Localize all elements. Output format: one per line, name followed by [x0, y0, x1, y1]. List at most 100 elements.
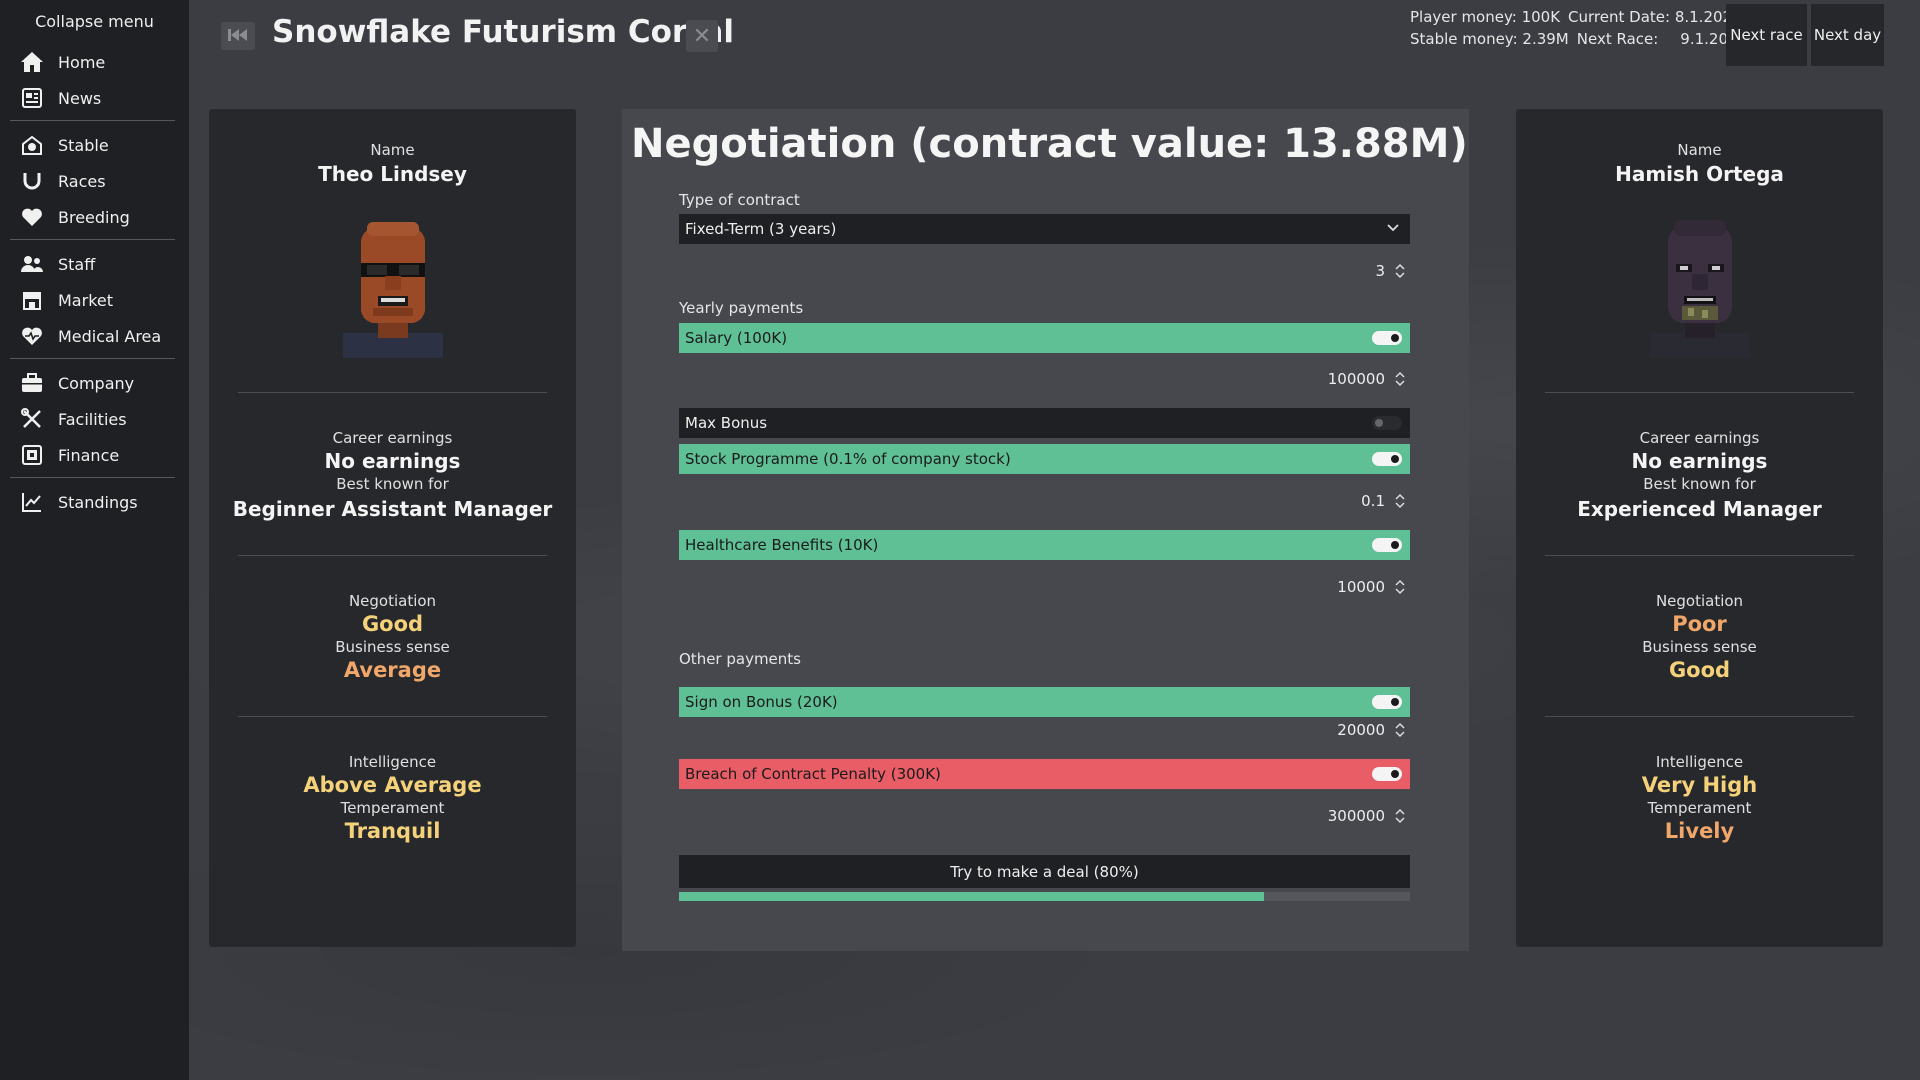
chevron-down-icon — [1386, 220, 1400, 238]
menu-group-main: Home News — [10, 44, 175, 121]
yearly-payments-label: Yearly payments — [679, 299, 804, 317]
name-label: Name — [1677, 141, 1722, 159]
business-sense-label: Business sense — [1642, 638, 1757, 656]
breach-penalty-row: Breach of Contract Penalty (300K) — [679, 759, 1410, 789]
breach-penalty-stepper[interactable]: 300000 — [1328, 807, 1405, 825]
years-value: 3 — [1375, 262, 1385, 280]
next-race-label: Next Race: — [1576, 30, 1659, 48]
next-race-button[interactable]: Next race — [1726, 4, 1807, 66]
sidebar-item-company[interactable]: Company — [10, 365, 175, 401]
tools-icon — [20, 407, 44, 431]
portrait-avatar — [1630, 208, 1770, 358]
sidebar-item-races[interactable]: Races — [10, 163, 175, 199]
business-sense-value: Average — [343, 658, 442, 682]
temperament-value: Tranquil — [344, 819, 441, 843]
next-day-button[interactable]: Next day — [1811, 4, 1884, 66]
contract-type-select[interactable]: Fixed-Term (3 years) — [679, 214, 1410, 244]
best-known-value: Experienced Manager — [1577, 497, 1822, 521]
sidebar-item-breeding[interactable]: Breeding — [10, 199, 175, 235]
career-earnings-value: No earnings — [1631, 449, 1768, 473]
divider — [1545, 392, 1854, 393]
divider — [1545, 716, 1854, 717]
best-known-value: Beginner Assistant Manager — [232, 497, 553, 521]
make-deal-button[interactable]: Try to make a deal (80%) — [679, 855, 1410, 888]
stock-toggle[interactable] — [1372, 452, 1402, 466]
breach-penalty-toggle[interactable] — [1372, 767, 1402, 781]
sidebar-item-finance[interactable]: Finance — [10, 437, 175, 473]
healthcare-row: Healthcare Benefits (10K) — [679, 530, 1410, 560]
sidebar-item-label: Home — [58, 52, 106, 72]
negotiation-label: Negotiation — [1655, 592, 1744, 610]
stepper-arrows-icon — [1395, 579, 1405, 595]
sidebar-item-standings[interactable]: Standings — [10, 484, 175, 520]
stepper-arrows-icon — [1395, 808, 1405, 824]
healthcare-stepper[interactable]: 10000 — [1337, 578, 1405, 596]
best-known-label: Best known for — [336, 475, 449, 493]
sidebar: Collapse menu Home News Stable Races — [0, 0, 189, 1080]
sidebar-item-label: News — [58, 88, 102, 108]
stock-label: Stock Programme (0.1% of company stock) — [685, 450, 1011, 468]
close-icon: ✕ — [692, 23, 712, 49]
status-panel: Player money: 100K Current Date: 8.1.202… — [1410, 6, 1747, 50]
deal-chance-progress — [679, 892, 1410, 901]
current-date: Current Date: 8.1.2023 — [1568, 8, 1742, 26]
sidebar-item-label: Standings — [58, 492, 138, 512]
market-icon — [20, 288, 44, 312]
negotiation-value: Poor — [1672, 612, 1727, 636]
max-bonus-toggle[interactable] — [1372, 416, 1402, 430]
temperament-label: Temperament — [340, 799, 445, 817]
salary-toggle[interactable] — [1372, 331, 1402, 345]
sidebar-item-home[interactable]: Home — [10, 44, 175, 80]
other-payments-label: Other payments — [679, 650, 801, 668]
salary-stepper[interactable]: 100000 — [1328, 370, 1405, 388]
staff-icon — [20, 252, 44, 276]
sidebar-item-stable[interactable]: Stable — [10, 127, 175, 163]
player-money: Player money: 100K — [1410, 8, 1561, 26]
sidebar-item-market[interactable]: Market — [10, 282, 175, 318]
intelligence-value: Above Average — [303, 773, 482, 797]
skip-back-icon — [227, 27, 249, 46]
sidebar-item-label: Company — [58, 373, 135, 393]
sign-on-toggle[interactable] — [1372, 695, 1402, 709]
max-bonus-row: Max Bonus — [679, 408, 1410, 438]
sidebar-item-label: Medical Area — [58, 326, 162, 346]
years-stepper[interactable]: 3 — [1375, 262, 1405, 280]
briefcase-icon — [20, 371, 44, 395]
sign-on-stepper[interactable]: 20000 — [1337, 721, 1405, 739]
sidebar-item-medical-area[interactable]: Medical Area — [10, 318, 175, 354]
stepper-arrows-icon — [1395, 371, 1405, 387]
temperament-value: Lively — [1664, 819, 1735, 843]
divider — [1545, 555, 1854, 556]
collapse-menu-button[interactable]: Collapse menu — [35, 12, 154, 31]
horseshoe-icon — [20, 169, 44, 193]
temperament-label: Temperament — [1647, 799, 1752, 817]
back-button[interactable] — [221, 22, 255, 50]
career-earnings-label: Career earnings — [1639, 429, 1760, 447]
stepper-arrows-icon — [1395, 493, 1405, 509]
stock-stepper[interactable]: 0.1 — [1361, 492, 1405, 510]
staff-name: Theo Lindsey — [318, 162, 467, 186]
stock-value: 0.1 — [1361, 492, 1385, 510]
divider — [238, 716, 547, 717]
intelligence-value: Very High — [1641, 773, 1758, 797]
sidebar-item-label: Finance — [58, 445, 120, 465]
sidebar-item-label: Stable — [58, 135, 109, 155]
divider — [238, 555, 547, 556]
contract-type-label: Type of contract — [679, 191, 800, 209]
menu-group-business: Company Facilities Finance — [10, 359, 175, 478]
stable-icon — [20, 133, 44, 157]
max-bonus-label: Max Bonus — [685, 414, 768, 432]
salary-value: 100000 — [1327, 370, 1385, 388]
sidebar-item-staff[interactable]: Staff — [10, 246, 175, 282]
healthcare-toggle[interactable] — [1372, 538, 1402, 552]
best-known-label: Best known for — [1643, 475, 1756, 493]
close-button[interactable]: ✕ — [686, 20, 718, 52]
staff-card-candidate: Name Hamish Ortega Career earnings No ea… — [1516, 109, 1883, 947]
intelligence-label: Intelligence — [1655, 753, 1744, 771]
healthcare-label: Healthcare Benefits (10K) — [685, 536, 879, 554]
sidebar-item-label: Races — [58, 171, 106, 191]
sidebar-item-facilities[interactable]: Facilities — [10, 401, 175, 437]
deal-chance-progress-fill — [679, 892, 1264, 901]
sidebar-item-news[interactable]: News — [10, 80, 175, 116]
menu-group-people: Staff Market Medical Area — [10, 240, 175, 359]
